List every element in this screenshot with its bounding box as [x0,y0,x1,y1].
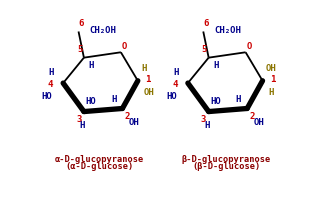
Text: 4: 4 [48,80,53,89]
Text: 4: 4 [172,80,178,89]
Text: O: O [246,42,252,51]
Text: H: H [49,68,54,77]
Text: HO: HO [166,92,177,101]
Text: OH: OH [266,64,276,73]
Text: OH: OH [144,88,155,97]
Text: (β-D-glucose): (β-D-glucose) [192,162,260,171]
Text: 1: 1 [270,75,275,84]
Text: H: H [213,61,219,70]
Text: H: H [236,95,241,104]
Text: OH: OH [253,118,264,127]
Text: O: O [122,42,127,51]
Text: H: H [204,121,210,130]
Text: H: H [89,61,94,70]
Text: 3: 3 [201,115,206,124]
Text: 3: 3 [76,115,82,124]
Text: HO: HO [210,97,221,106]
Text: H: H [111,95,116,104]
Text: β-D-glucopyranose: β-D-glucopyranose [182,155,271,164]
Text: HO: HO [85,97,96,106]
Text: H: H [269,88,274,97]
Text: H: H [141,64,146,73]
Text: 6: 6 [78,19,83,28]
Text: OH: OH [128,118,139,127]
Text: HO: HO [42,92,52,101]
Text: H: H [80,121,85,130]
Text: 6: 6 [203,19,208,28]
Text: CH₂OH: CH₂OH [89,26,116,35]
Text: 5: 5 [77,45,82,54]
Text: 1: 1 [145,75,151,84]
Text: α-D-glucopyranose: α-D-glucopyranose [55,155,144,164]
Text: 2: 2 [125,112,130,121]
Text: (α-D-glucose): (α-D-glucose) [65,162,133,171]
Text: 2: 2 [249,112,255,121]
Text: 5: 5 [202,45,207,54]
Text: H: H [173,68,179,77]
Text: CH₂OH: CH₂OH [214,26,241,35]
